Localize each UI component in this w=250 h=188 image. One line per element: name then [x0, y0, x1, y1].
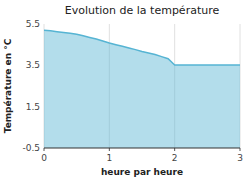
tick-label: 0: [41, 153, 47, 163]
x-axis: [44, 147, 240, 148]
tick-label: 3: [237, 153, 243, 163]
tick-label: 2: [172, 153, 178, 163]
tick-label: 1: [106, 153, 112, 163]
plot-area: [44, 30, 240, 148]
title: Evolution de la température: [65, 4, 220, 17]
tick-label: 3.5: [26, 60, 40, 70]
area-line: [44, 30, 240, 65]
y-axis-label: Température en °C: [3, 38, 13, 133]
area-fill: [44, 30, 240, 148]
x-axis-label: heure par heure: [101, 167, 183, 177]
tick-label: 5.5: [26, 19, 40, 29]
chart: Evolution de la température 0 1 2 3 -0.5 1.5 3.…: [0, 0, 250, 188]
tick-label: 1.5: [26, 102, 40, 112]
tick-label: -0.5: [22, 143, 40, 153]
